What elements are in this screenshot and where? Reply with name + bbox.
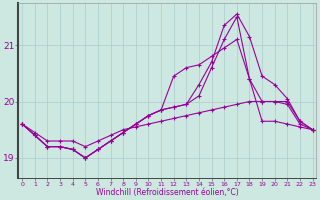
X-axis label: Windchill (Refroidissement éolien,°C): Windchill (Refroidissement éolien,°C) xyxy=(96,188,239,197)
